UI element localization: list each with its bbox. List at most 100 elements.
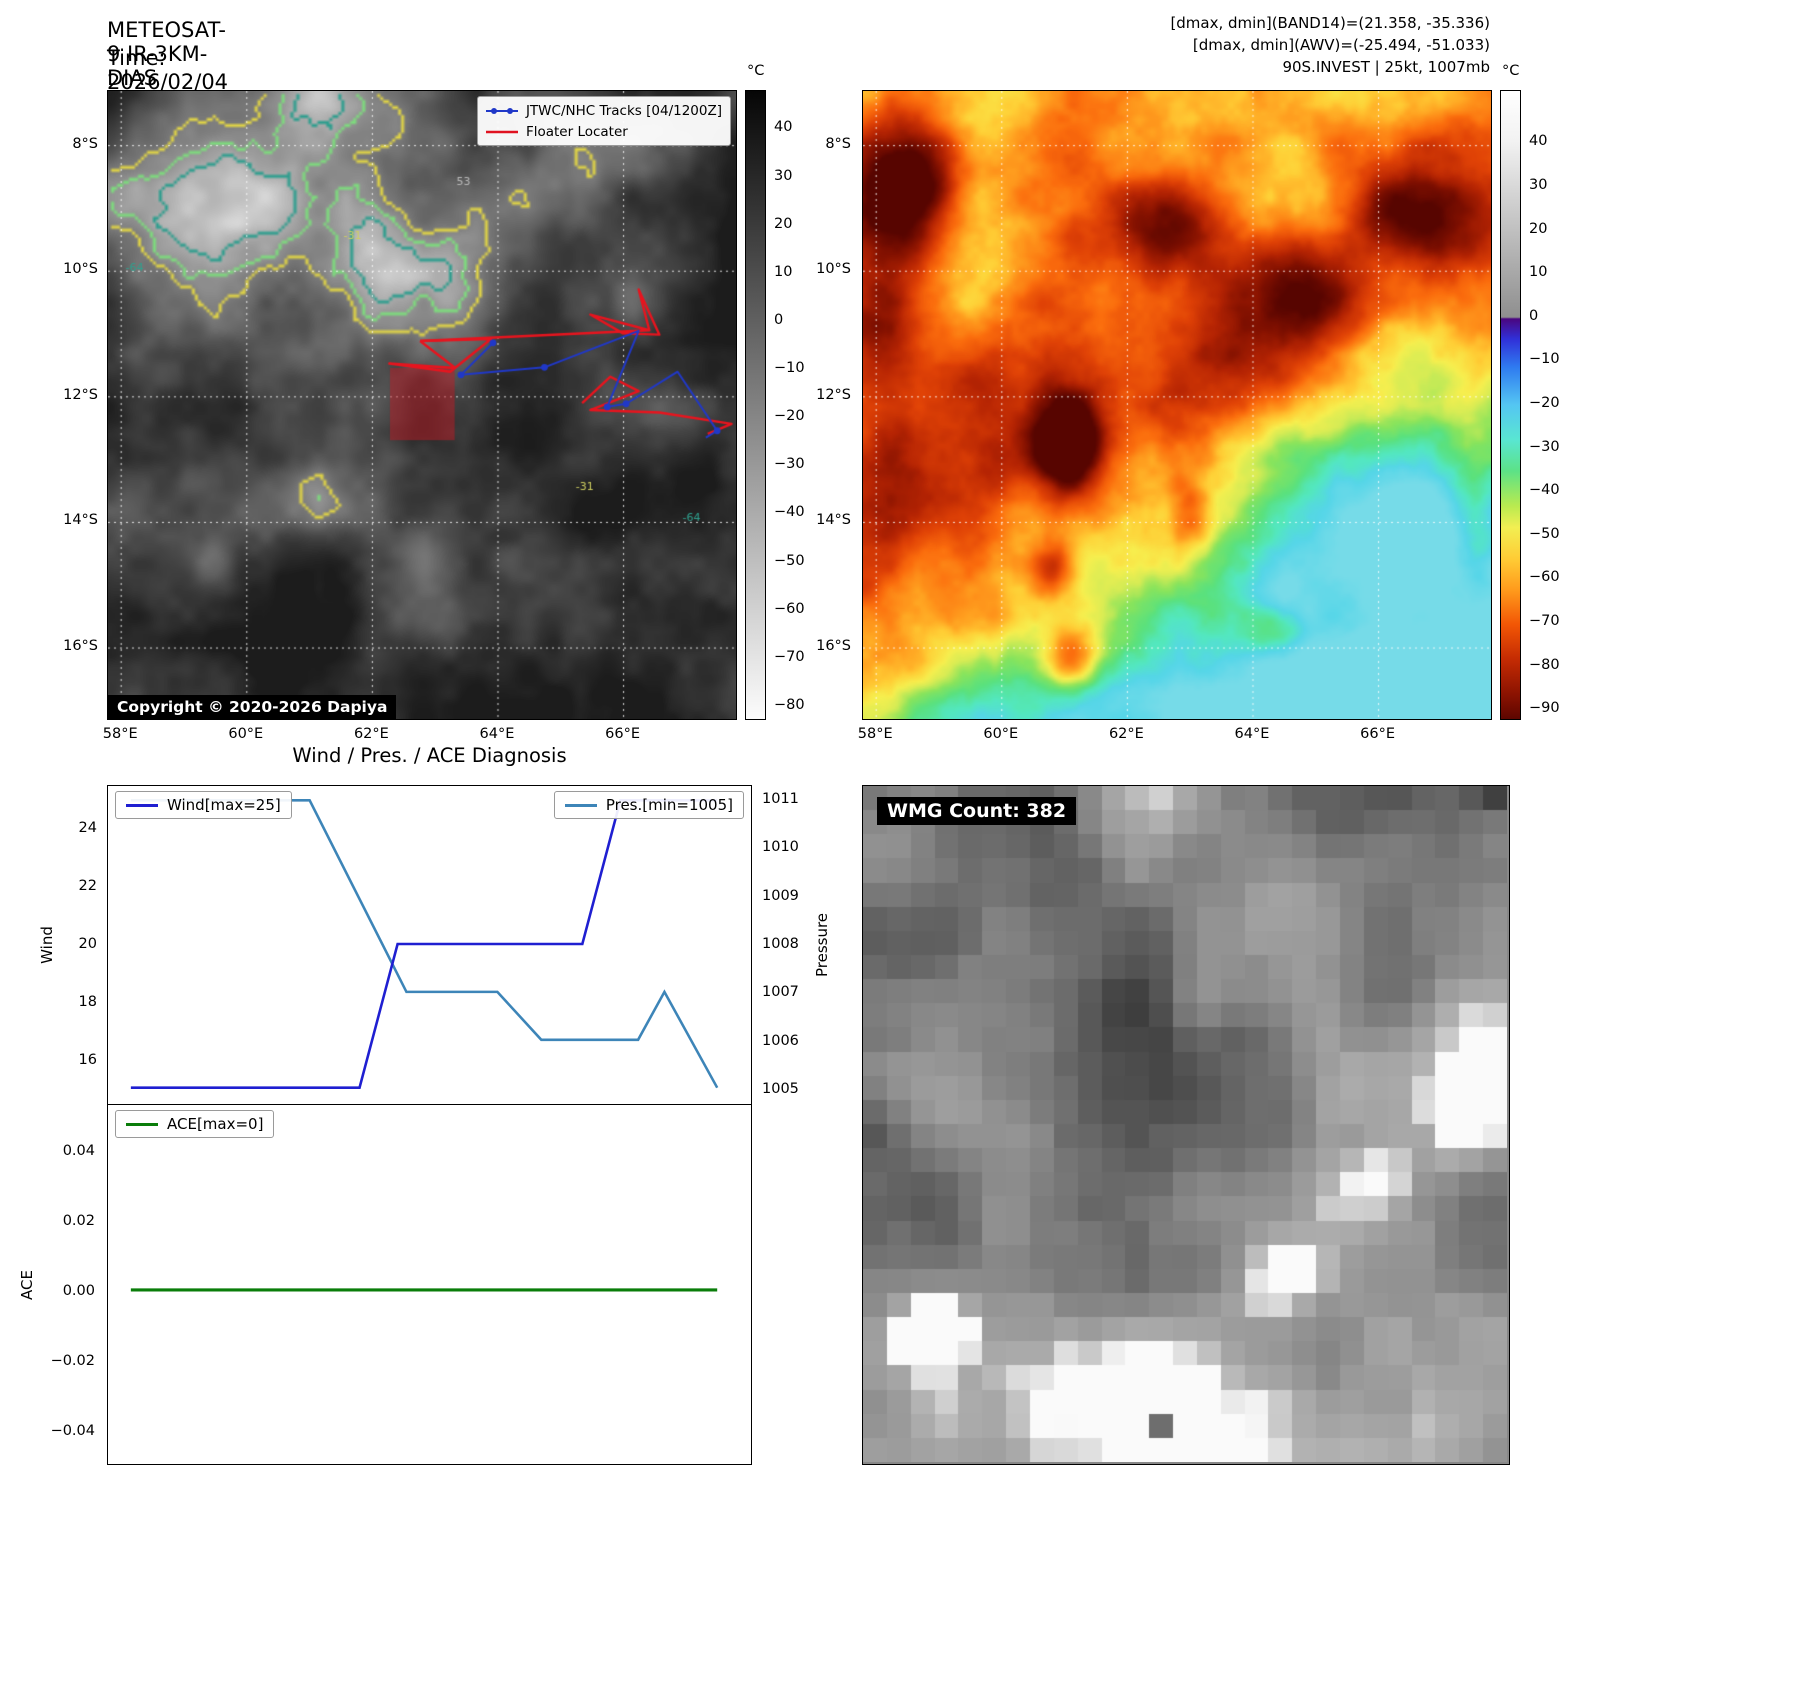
colorbar-tick-label: 20 (1529, 220, 1548, 237)
lat-tick-label: 8°S (72, 135, 98, 152)
ace-plot: ACE[max=0] (107, 1105, 752, 1465)
lat-tick-label: 10°S (63, 261, 98, 278)
lon-axis-left-map: 58°E 60°E 62°E 64°E 66°E (103, 722, 737, 744)
invest-status: 90S.INVEST | 25kt, 1007mb (1282, 58, 1490, 76)
pressure-axis-ticks: 1011 1010 1009 1008 1007 1006 1005 (756, 785, 808, 1105)
y-tick-label: 1008 (762, 936, 799, 952)
map-legend: JTWC/NHC Tracks [04/1200Z] Floater Locat… (476, 96, 731, 146)
ace-axis-label: ACE (18, 1270, 36, 1300)
colorbar-tick-label: −60 (774, 600, 805, 617)
lon-tick-label: 66°E (605, 726, 641, 742)
lat-tick-label: 12°S (63, 386, 98, 403)
chart-title: Wind / Pres. / ACE Diagnosis (292, 744, 567, 767)
y-tick-label: −0.02 (50, 1352, 95, 1369)
lon-axis-right-map: 58°E 60°E 62°E 64°E 66°E (858, 722, 1492, 744)
colorbar-tick-label: 30 (774, 167, 793, 184)
lon-tick-label: 58°E (857, 726, 893, 742)
colorbar-tick-label: 10 (774, 263, 793, 280)
lat-tick-label: 14°S (63, 512, 98, 529)
colorbar-tick-label: −20 (774, 408, 805, 425)
y-tick-label: 0.04 (62, 1143, 95, 1160)
lat-tick-label: 12°S (816, 386, 851, 403)
awv-colorbar-ticks: 40 30 20 10 0 −10 −20 −30 −40 −50 −60 −70 −80 −90 (1521, 90, 1569, 720)
ace-axis-ticks: 0.04 0.02 0.00 −0.02 −0.04 (42, 1105, 100, 1465)
colorbar-tick-label: −10 (774, 360, 805, 377)
y-tick-label: 1010 (762, 839, 799, 856)
lon-tick-label: 62°E (353, 726, 389, 742)
y-tick-label: 0.00 (62, 1282, 95, 1299)
wmg-pixel-image (863, 786, 1507, 1462)
wind-legend-label: Wind[max=25] (167, 796, 281, 814)
lon-tick-label: 58°E (102, 726, 138, 742)
copyright-label: Copyright © 2020-2026 Dapiya (108, 695, 397, 719)
ir-map: JTWC/NHC Tracks [04/1200Z] Floater Locat… (107, 90, 737, 720)
colorbar-tick-label: 0 (1529, 307, 1539, 324)
pressure-axis-label: Pressure (813, 912, 831, 978)
ir-satellite-image (108, 91, 736, 719)
wind-line-icon (126, 803, 158, 807)
colorbar-tick-label: 0 (774, 311, 784, 328)
colorbar-tick-label: −50 (774, 552, 805, 569)
ace-legend: ACE[max=0] (115, 1110, 275, 1138)
colorbar-tick-label: −40 (1529, 482, 1560, 499)
lat-tick-label: 16°S (816, 638, 851, 655)
y-tick-label: 0.02 (62, 1213, 95, 1230)
tracks-line-icon (485, 107, 518, 114)
colorbar-tick-label: −30 (1529, 438, 1560, 455)
colorbar-tick-label: 30 (1529, 176, 1548, 193)
y-tick-label: 1006 (762, 1032, 799, 1049)
pressure-legend: Pres.[min=1005] (553, 791, 744, 819)
colorbar-tick-label: −40 (774, 504, 805, 521)
lat-tick-label: 10°S (816, 261, 851, 278)
legend-label-floater: Floater Locater (525, 123, 628, 140)
awv-map (862, 90, 1492, 720)
lat-tick-label: 14°S (816, 512, 851, 529)
pressure-line (130, 799, 719, 1089)
floater-line-icon (485, 130, 518, 133)
y-tick-label: 16 (78, 1052, 97, 1069)
colorbar-tick-label: −60 (1529, 569, 1560, 586)
lat-tick-label: 8°S (825, 135, 851, 152)
colorbar-tick-label: −70 (1529, 613, 1560, 630)
colorbar-tick-label: −20 (1529, 395, 1560, 411)
y-tick-label: 18 (78, 994, 97, 1011)
lat-axis-right-map: 8°S 10°S 12°S 14°S 16°S (808, 90, 856, 720)
colorbar-tick-label: 40 (774, 119, 793, 136)
lon-tick-label: 60°E (983, 726, 1019, 742)
colorbar-tick-label: −80 (1529, 656, 1560, 673)
wmg-panel: WMG Count: 382 (862, 785, 1510, 1465)
y-tick-label: −0.04 (50, 1422, 95, 1439)
colorbar-tick-label: −10 (1529, 351, 1560, 368)
lon-tick-label: 64°E (1234, 726, 1270, 742)
ace-line-svg (130, 1288, 718, 1292)
colorbar-tick-label: 40 (1529, 133, 1548, 150)
wind-line (130, 799, 718, 1089)
ir-colorbar-ticks: 40 30 20 10 0 −10 −20 −30 −40 −50 −60 −70 −80 (766, 90, 814, 720)
legend-row-floater: Floater Locater (484, 121, 722, 142)
ir-colorbar (745, 90, 766, 720)
pressure-line-icon (564, 803, 597, 807)
y-tick-label: 1011 (762, 790, 799, 807)
y-tick-label: 24 (78, 819, 97, 836)
awv-colorbar-unit: °C (1502, 63, 1520, 79)
wind-axis-label: Wind (38, 926, 56, 964)
lon-tick-label: 66°E (1360, 726, 1396, 742)
wind-pressure-lines (130, 799, 719, 1089)
awv-satellite-image (863, 91, 1491, 719)
y-tick-label: 20 (78, 936, 97, 952)
colorbar-tick-label: −70 (774, 648, 805, 665)
lon-tick-label: 62°E (1108, 726, 1144, 742)
wind-legend: Wind[max=25] (115, 791, 292, 819)
legend-row-tracks: JTWC/NHC Tracks [04/1200Z] (484, 100, 722, 121)
ace-line-icon (126, 1122, 158, 1126)
colorbar-tick-label: −80 (774, 696, 805, 713)
dmax-dmin-band14: [dmax, dmin](BAND14)=(21.358, -35.336) (1170, 14, 1490, 32)
wind-axis-ticks: 24 22 20 18 16 (60, 785, 102, 1105)
awv-colorbar (1500, 90, 1521, 720)
wmg-count-label: WMG Count: 382 (877, 797, 1077, 825)
y-tick-label: 1007 (762, 984, 799, 1001)
diagnostics-header: [dmax, dmin](BAND14)=(21.358, -35.336) [… (1000, 12, 1490, 78)
lon-tick-label: 60°E (228, 726, 264, 742)
lat-tick-label: 16°S (63, 638, 98, 655)
